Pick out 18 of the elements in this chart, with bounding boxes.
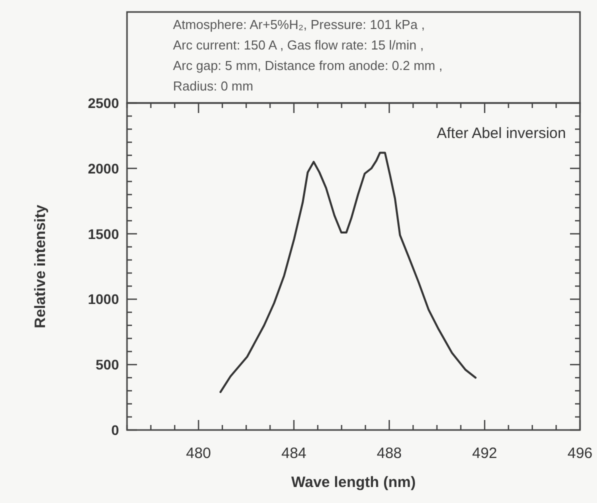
- text: Radius: 0 mm: [173, 78, 254, 94]
- x-tick-label: 484: [281, 445, 306, 462]
- text: Arc gap: 5 mm, Distance from anode: 0.2 mm ,: [173, 58, 442, 73]
- y-axis-title: Relative intensity: [32, 204, 49, 328]
- x-axis-title: Wave length (nm): [291, 474, 416, 491]
- y-tick-label: 0: [111, 422, 120, 438]
- annotation: After Abel inversion: [436, 125, 566, 142]
- x-tick-label: 492: [472, 445, 498, 462]
- y-tick-label: 1000: [88, 291, 120, 308]
- x-tick-label: 496: [567, 445, 593, 462]
- text: Arc current: 150 A , Gas flow rate: 15 l/min ,: [173, 38, 424, 52]
- y-tick-label: 500: [96, 356, 120, 373]
- x-tick-label: 488: [376, 445, 402, 462]
- y-tick-label: 2000: [88, 160, 120, 176]
- y-tick-label: 2500: [88, 95, 120, 111]
- text: Atmosphere: Ar+5%H₂, Pressure: 101 kPa ,: [173, 17, 425, 32]
- y-tick-label: 1500: [88, 226, 120, 242]
- x-tick-label: 480: [186, 445, 212, 462]
